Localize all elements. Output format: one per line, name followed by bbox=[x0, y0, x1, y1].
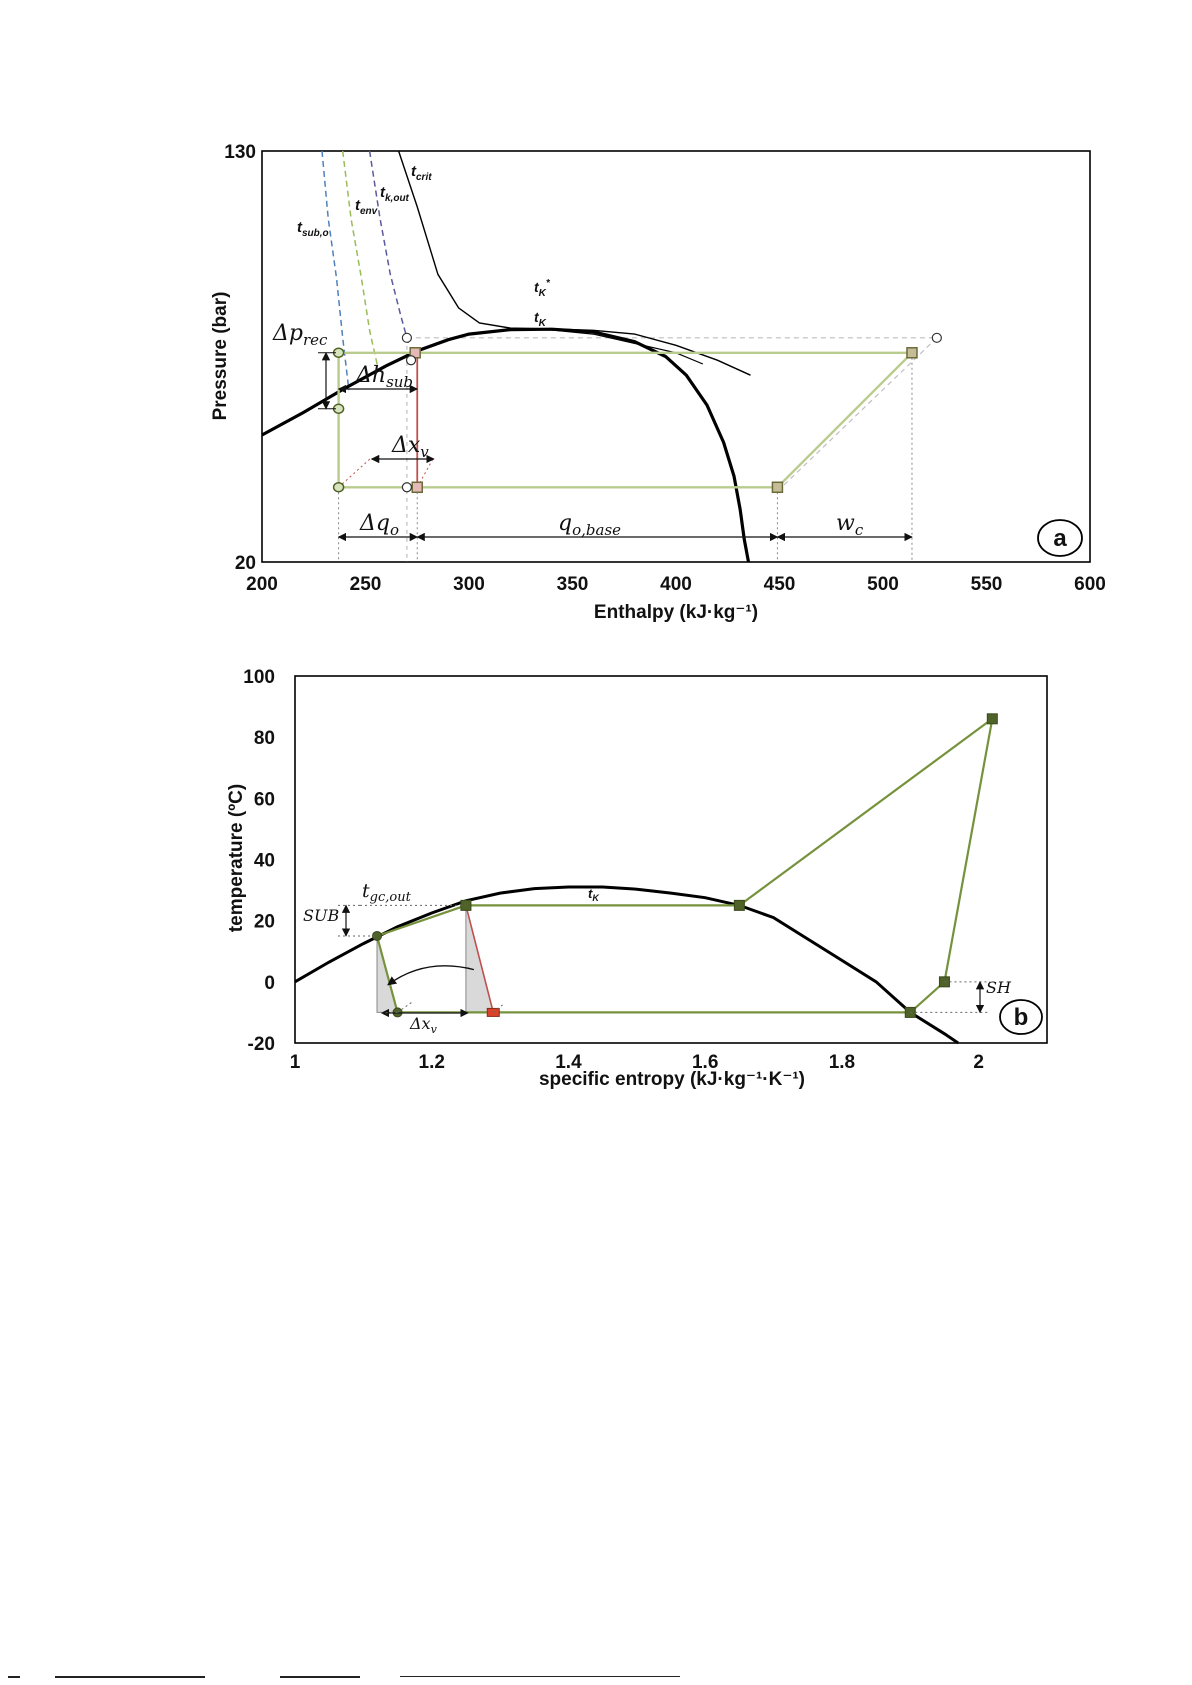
footer-rule bbox=[280, 1676, 360, 1678]
label-dq-o: Δqo bbox=[359, 511, 399, 539]
y-tick-label: -20 bbox=[248, 1034, 275, 1055]
panel-b-chart: 1 1.2 1.4 1.6 1.8 2 -20 0 20 40 60 80 100 specific … bbox=[226, 667, 1048, 1090]
label-dp-rec: Δprec bbox=[272, 321, 328, 349]
panel-a-x-axis-label: Enthalpy (kJ·kg⁻¹) bbox=[594, 602, 758, 623]
x-tick-label: 1 bbox=[290, 1052, 301, 1073]
cycle-point-marker bbox=[906, 347, 918, 359]
panel-b-plot-frame bbox=[294, 675, 1048, 1044]
label-t-sub-o: tsub,o bbox=[297, 219, 329, 239]
y-tick-label: 40 bbox=[254, 851, 275, 872]
x-tick-label: 500 bbox=[867, 574, 899, 595]
isotherm-t-sub-o bbox=[321, 150, 350, 391]
label-t-gc-out: tgc,out bbox=[362, 880, 412, 905]
panel-b-x-axis-label: specific entropy (kJ·kg⁻¹·K⁻¹) bbox=[539, 1069, 805, 1090]
panel-a-saturation-dome bbox=[261, 327, 751, 563]
x-tick-label: 200 bbox=[246, 574, 278, 595]
isotherm-t-kout bbox=[368, 150, 410, 346]
x-tick-label: 2 bbox=[973, 1052, 984, 1073]
page-bottom-strip bbox=[0, 1670, 1192, 1685]
x-tick-label: 450 bbox=[764, 574, 796, 595]
isotherm-t-env bbox=[341, 150, 379, 368]
label-q-o-base: qo,base bbox=[558, 511, 621, 539]
x-tick-label: 1.8 bbox=[829, 1052, 855, 1073]
y-tick-label: 20 bbox=[235, 553, 256, 574]
y-tick-label: 0 bbox=[264, 973, 275, 994]
panel-a-dimension-arrows bbox=[318, 351, 913, 542]
panel-a-markers bbox=[332, 332, 942, 494]
x-tick-label: 250 bbox=[350, 574, 382, 595]
cycle-point-marker bbox=[771, 481, 784, 494]
label-dh-sub: Δhsub bbox=[355, 363, 413, 391]
x-tick-label: 300 bbox=[453, 574, 485, 595]
label-SH: SH bbox=[986, 978, 1012, 997]
x-tick-label: 350 bbox=[557, 574, 589, 595]
panel-a-badge bbox=[1037, 519, 1083, 557]
label-t-crit: tcrit bbox=[411, 163, 432, 183]
saturation-dome-line bbox=[261, 327, 751, 563]
reference-point-marker bbox=[405, 355, 417, 366]
y-tick-label: 20 bbox=[254, 912, 275, 933]
x-tick-label: 1.6 bbox=[692, 1052, 718, 1073]
footer-rule bbox=[8, 1676, 20, 1678]
cycle-point-marker bbox=[411, 481, 423, 494]
panel-a-x-ticks: 200 250 300 350 400 450 500 550 600 bbox=[246, 574, 1106, 595]
label-SUB: SUB bbox=[303, 906, 339, 925]
panel-b-y-axis-label: temperature (ºC) bbox=[226, 784, 247, 932]
label-t-env: tenv bbox=[355, 197, 379, 217]
reference-point-marker bbox=[401, 332, 412, 343]
panel-b-badge bbox=[999, 999, 1043, 1035]
panel-a-plot-frame bbox=[261, 150, 1091, 563]
label-b-dx-v: Δxv bbox=[409, 1014, 438, 1036]
reference-point-marker bbox=[931, 332, 942, 343]
cycle-point-marker bbox=[986, 713, 998, 725]
reference-point-marker bbox=[401, 482, 412, 493]
x-tick-label: 1.2 bbox=[419, 1052, 445, 1073]
isotherm-tK bbox=[551, 329, 704, 365]
panel-a-chart: 200 250 300 350 400 450 500 550 600 20 130 Enthal… bbox=[210, 142, 1106, 623]
label-w-c: wc bbox=[836, 511, 864, 539]
y-tick-label: 130 bbox=[224, 142, 256, 163]
label-dx-v: Δxv bbox=[391, 433, 429, 461]
panel-a-y-ticks: 20 130 bbox=[224, 142, 256, 574]
label-t-kout: tk,out bbox=[380, 184, 410, 204]
x-tick-label: 600 bbox=[1074, 574, 1106, 595]
panel-b-saturation-dome bbox=[294, 885, 959, 1045]
guide-line-dx bbox=[492, 1004, 504, 1013]
y-tick-label: 80 bbox=[254, 728, 275, 749]
x-tick-label: 400 bbox=[660, 574, 692, 595]
panel-b-x-ticks: 1 1.2 1.4 1.6 1.8 2 bbox=[290, 1052, 984, 1073]
label-b-tK: tK bbox=[588, 886, 600, 903]
panel-b-dimension-arrows bbox=[338, 904, 990, 1018]
expansion-line bbox=[465, 905, 495, 1013]
cycle-point-marker bbox=[332, 482, 345, 493]
x-tick-label: 550 bbox=[971, 574, 1003, 595]
panel-b-badge-text: b bbox=[1014, 1004, 1029, 1031]
y-tick-label: 60 bbox=[254, 789, 275, 810]
footer-rule bbox=[55, 1676, 205, 1678]
y-tick-label: 100 bbox=[243, 667, 275, 688]
panel-b-y-ticks: -20 0 20 40 60 80 100 bbox=[243, 667, 275, 1055]
transfer-arrow bbox=[387, 965, 475, 986]
footer-rule bbox=[400, 1676, 680, 1677]
cycle-point-marker bbox=[372, 930, 383, 941]
x-tick-label: 1.4 bbox=[555, 1052, 582, 1073]
label-tK-star: tK* bbox=[534, 278, 551, 299]
panel-a-y-axis-label: Pressure (bar) bbox=[210, 292, 231, 421]
saturation-dome-line bbox=[294, 885, 959, 1045]
label-tK: tK bbox=[534, 309, 547, 329]
panel-a-badge-text: a bbox=[1053, 525, 1067, 552]
cycle-point-marker bbox=[733, 899, 745, 911]
